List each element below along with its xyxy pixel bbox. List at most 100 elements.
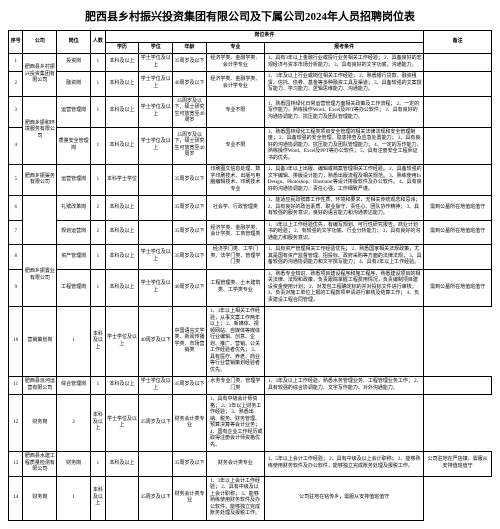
table-cell: 公司驻地在严店镇，需服从安排值班值守 — [424, 452, 492, 477]
table-cell: 学士学位及以上 — [105, 395, 139, 452]
table-cell: 运营管理岗 — [57, 165, 91, 196]
table-cell: 1 — [91, 452, 105, 477]
table-cell: 需到公墓所在地值班值守 — [424, 220, 492, 245]
table-cell: 本科及以上 — [91, 476, 105, 520]
table-cell: 1、3年及以上行业或岗位相关工作经验； 2、熟悉银行贷款、融资租赁、信托、债券、… — [264, 72, 423, 97]
table-cell: 1、熟悉国林绿化工程类项目安全管理的相关法律法规和安全管理制度； 2、具备较强的… — [264, 127, 423, 165]
table-cell: 专业不限 — [206, 96, 264, 127]
table-cell: 财务岗 — [57, 452, 91, 477]
col-company: 公司 — [23, 31, 57, 54]
table-row: 4质量安全管理岗1本科及以上学士学位及以上35周岁及以下，硕士研究生可放宽至40… — [9, 127, 492, 165]
table-cell: 1 — [9, 54, 23, 72]
col-major: 专业 — [206, 42, 264, 54]
table-cell — [424, 96, 492, 127]
table-cell — [139, 165, 173, 196]
table-cell: 13 — [9, 452, 23, 477]
table-cell: 本科及以上 — [105, 54, 139, 72]
table-cell: 财务岗 — [23, 476, 57, 520]
table-cell: 需到公墓所在地值班值守 — [424, 196, 492, 221]
table-cell: 本科及以上 — [105, 72, 139, 97]
table-cell: 8 — [9, 245, 23, 270]
table-cell: 3 — [9, 96, 23, 127]
table-cell: 经济学门类、工学门类、法学门类、管理学门类 — [206, 245, 264, 270]
table-cell: 35周岁及以下 — [139, 395, 173, 452]
table-cell: 肥西乡振置业有限公司 — [23, 245, 57, 307]
table-cell: 2 — [91, 196, 105, 221]
col-conditions: 岗位条件 — [105, 31, 424, 43]
table-cell: 1 — [91, 269, 105, 307]
table-row: 11肥西县派河运营有限公司综合管理岗1本科及以上学士学位及以上35周岁及以下水务… — [9, 377, 492, 395]
col-degree: 学位 — [139, 42, 173, 54]
table-row: 10营销策划岗1本科及以上学士学位及以上40周岁及以下中国语言文学类、新闻传播学… — [9, 307, 492, 377]
table-row: 1肥西县乡村振兴投资集团有限公司投资岗1本科及以上学士学位及以上35周岁及以下经… — [9, 54, 492, 72]
table-cell: 学士学位及以上 — [139, 72, 173, 97]
table-cell: 财务岗 — [23, 395, 57, 452]
col-count: 人数 — [91, 31, 105, 54]
table-row: 13肥西县水建工程质量检测有限公司财务岗1本科及以上35周岁及以下财务会计类专业… — [9, 452, 492, 477]
table-cell: 综合管理岗 — [57, 377, 91, 395]
table-cell: 2 — [9, 72, 23, 97]
table-cell: 35周岁及以下 — [173, 452, 207, 477]
table-cell: 1、3年以上工作经验优先，有编写规划、可行性研究报告、商业计划书的经验； 2、有… — [264, 220, 423, 245]
table-cell — [139, 196, 173, 221]
table-cell: 营销策划岗 — [23, 307, 57, 377]
table-cell: 肥西县派河运营有限公司 — [23, 377, 57, 395]
table-cell: 财务会计类专业 — [173, 395, 207, 452]
table-cell: 专业不限 — [206, 127, 264, 165]
table-cell: 1 — [91, 127, 105, 165]
table-cell: 学士学位及以上 — [139, 54, 173, 72]
table-cell: 1、具有中级会计师资格； 2、3年以上财务工作经验； 3、熟悉出纳、税务、财务管… — [206, 395, 264, 452]
table-cell: 40周岁及以下 — [139, 307, 173, 377]
table-cell: 学士学位及以上 — [139, 269, 173, 307]
table-cell: 肥西县水建工程质量检测有限公司 — [23, 452, 57, 477]
table-cell: 2 — [57, 395, 91, 452]
table-cell: 学士学位及以上 — [139, 127, 173, 165]
table-cell: 经济学类、金融学类、会计学专业 — [206, 72, 264, 97]
col-seq: 序号 — [9, 31, 23, 54]
table-cell: 1 — [91, 72, 105, 97]
table-cell: 1 — [57, 307, 91, 377]
table-cell: 35周岁及以下 — [173, 377, 207, 395]
table-cell: 35周岁及以下 — [173, 165, 207, 196]
table-cell: 35周岁及以下 — [173, 245, 207, 270]
table-row: 12财务岗2本科及以上学士学位及以上35周岁及以下财务会计类专业1、具有中级会计… — [9, 395, 492, 452]
table-row: 14财务岗1本科及以上35周岁及以下财务会计类专业1、3年以上会计工作经验； 2… — [9, 476, 492, 520]
table-cell: 1 — [91, 245, 105, 270]
table-row: 3肥西乡振和环境服务有限公司运营管理岗1本科及以上学士学位及以上35周岁及以下，… — [9, 96, 492, 127]
table-cell: 1、3年以上会计工作经验； 2、具有中级及以上会计职称； 3、能够熟练使用财务软… — [206, 476, 264, 520]
table-cell: 35周岁及以下，硕士研究生可放宽至40周岁 — [173, 127, 207, 165]
table-row: 6礼殡改革岗2本科及以上35周岁及以下社会学、行政管理类1、能适应民政殡葬工作性… — [9, 196, 492, 221]
table-cell — [264, 307, 423, 377]
table-row: 5肥西乡振渠务有限公司运营管理岗1本科学士学位35周岁及以下印刷图文信息处理、数… — [9, 165, 492, 196]
table-cell: 经济学类、金融学类、会计学类、工商管理类 — [206, 220, 264, 245]
table-cell: 6 — [9, 196, 23, 221]
table-header: 序号 公司 岗位 人数 岗位条件 备注 学历 学位 年龄 专业 报考条件 — [9, 31, 492, 54]
table-cell: 1、5年以上会计工作经验； 2、具有中级及以上会计职称； 3、能够熟练使用财务软… — [264, 452, 423, 477]
table-cell — [139, 452, 173, 477]
table-cell: 1、熟悉专业知识、熟悉项目建设程序和施工程序、熟悉建设项目的相关法律、法规和政策… — [264, 269, 423, 307]
table-cell: 5 — [9, 165, 23, 196]
table-cell: 社会学、行政管理类 — [206, 196, 264, 221]
table-cell: 肥西县乡村振兴投资集团有限公司 — [23, 54, 57, 97]
table-cell: 1、3年及以上工作经验，熟悉水务管理业务、工程管理业务工作； 2、具有较强的综合… — [264, 377, 423, 395]
table-cell: 1、具备3年以上出版、编辑或档案管理相关工作经验。 2、具备较强的文字编辑、排版… — [264, 165, 423, 196]
table-cell: 公司驻地在铭传乡，需服从安排值班值守 — [264, 476, 423, 520]
table-cell: 投资岗 — [57, 54, 91, 72]
table-cell: 本科及以上 — [105, 96, 139, 127]
table-cell: 12 — [9, 395, 23, 452]
table-cell: 11 — [9, 377, 23, 395]
table-cell — [424, 245, 492, 270]
table-cell: 中国语言文学类、新闻传播学类、市场营销类 — [173, 307, 207, 377]
table-cell: 1、熟悉园林绿化日常运营管理方面相关政策及工作流程； 2、一定的写作能力，熟练操… — [264, 96, 423, 127]
table-cell: 礼殡改革岗 — [57, 196, 91, 221]
table-cell — [424, 54, 492, 72]
recruitment-table: 序号 公司 岗位 人数 岗位条件 备注 学历 学位 年龄 专业 报考条件 1肥西… — [8, 30, 492, 521]
table-cell: 运营管理岗 — [57, 96, 91, 127]
table-cell: 本科及以上 — [105, 377, 139, 395]
table-cell: 本科及以上 — [105, 220, 139, 245]
table-cell: 9 — [9, 269, 23, 307]
table-cell: 1、3年以上相关工作经验，从事文案工作两年以上； 2、新媒体、视频网站、自媒体等… — [206, 307, 264, 377]
table-cell: 14 — [9, 476, 23, 520]
table-cell: 水务专业门类、管理学门类 — [206, 377, 264, 395]
table-cell: 学士学位及以上 — [139, 377, 173, 395]
